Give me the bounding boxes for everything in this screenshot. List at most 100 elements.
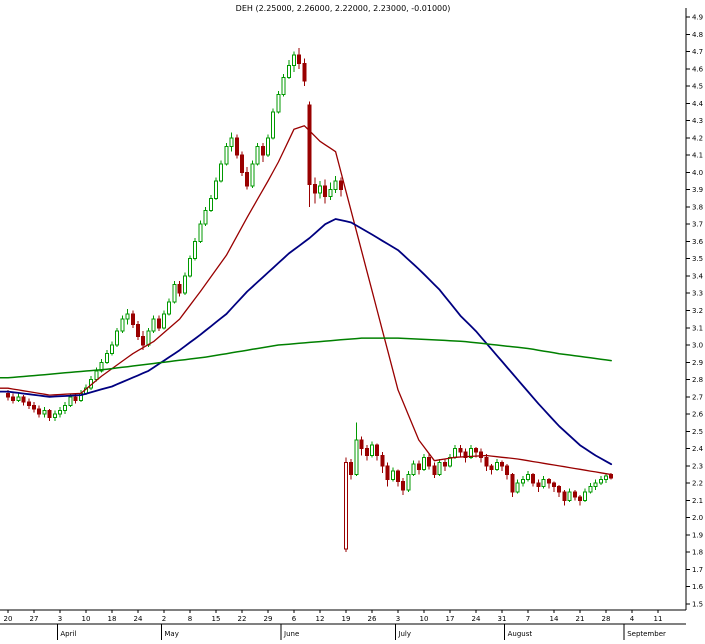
candle-body	[229, 137, 234, 147]
candle-body	[276, 94, 281, 113]
candle-body	[458, 448, 463, 453]
week-label: 10	[82, 615, 91, 623]
candle-body	[110, 344, 114, 355]
candle-body	[484, 456, 489, 467]
candle-body	[422, 456, 426, 470]
candle-body	[292, 54, 296, 66]
candle-body	[260, 145, 265, 156]
week-label: 15	[212, 615, 221, 623]
y-tick-label: 4.1	[692, 152, 703, 160]
y-axis: 4.9 4.8 4.7 4.6 4.5 4.4 4.3 4.2 4.1 4.0 3.9 3.8 3.7 3…	[685, 8, 704, 610]
candle-body	[172, 284, 177, 303]
candle-body	[468, 448, 473, 458]
week-label: 31	[498, 615, 507, 623]
candle-body	[115, 330, 120, 346]
candle-body	[349, 461, 354, 476]
month-label: June	[283, 630, 299, 638]
candle-body	[63, 404, 68, 412]
month-label: September	[627, 630, 666, 638]
week-label: 21	[576, 615, 585, 623]
candle-body	[479, 451, 484, 458]
candle-body	[338, 180, 343, 191]
y-tick-label: 2.9	[692, 359, 703, 367]
y-tick-label: 3.8	[692, 203, 703, 211]
candle-body	[16, 396, 21, 401]
y-tick-label: 2.8	[692, 376, 703, 384]
candle-body	[219, 163, 224, 182]
ma-medium-blue	[0, 218, 613, 466]
candle-body	[500, 461, 504, 467]
candle-body	[250, 163, 255, 187]
y-tick-label: 3.3	[692, 290, 703, 298]
week-label: 17	[446, 615, 455, 623]
candle-body	[588, 486, 593, 493]
y-tick-label: 2.4	[692, 445, 704, 453]
y-tick-label: 2.6	[692, 411, 704, 419]
week-label: 24	[134, 615, 143, 623]
candle-body	[448, 456, 452, 467]
candle-body	[234, 137, 239, 156]
candle-body	[266, 137, 270, 156]
y-tick-label: 2.2	[692, 480, 703, 488]
candle-body	[427, 456, 432, 467]
candle-body	[146, 330, 151, 346]
candle-body	[68, 396, 73, 406]
y-tick-label: 1.9	[692, 531, 703, 539]
candle-body	[385, 465, 390, 481]
y-tick-label: 2.3	[692, 462, 703, 470]
candle-body	[167, 301, 172, 315]
candle-body	[567, 491, 572, 501]
candle-body	[32, 404, 36, 410]
candle-body	[73, 396, 78, 401]
candle-body	[151, 318, 156, 332]
week-label: 2	[162, 615, 166, 623]
candle-body	[245, 171, 250, 187]
candle-body	[94, 370, 99, 381]
y-tick-label: 3.1	[692, 324, 703, 332]
candle-body	[224, 145, 229, 165]
candle-body	[307, 104, 312, 185]
candle-body	[370, 444, 374, 457]
candle-body	[333, 180, 338, 191]
y-tick-label: 2.7	[692, 393, 703, 401]
candle-body	[281, 76, 286, 96]
y-tick-label: 4.4	[692, 100, 704, 108]
candle-body	[552, 482, 556, 488]
y-tick-label: 3.2	[692, 307, 703, 315]
y-tick-label: 3.6	[692, 238, 704, 246]
candle-body	[416, 463, 421, 470]
week-label: 12	[316, 615, 325, 623]
candle-body	[47, 410, 52, 419]
candle-body	[557, 486, 562, 493]
chart-title: DEH (2.25000, 2.26000, 2.22000, 2.23000,…	[235, 4, 451, 13]
candle-body	[323, 185, 328, 198]
week-label: 4	[630, 615, 635, 623]
candle-body	[359, 439, 364, 450]
y-tick-label: 1.8	[692, 549, 703, 557]
week-label: 10	[420, 615, 429, 623]
y-tick-label: 1.6	[692, 583, 704, 591]
week-label: 3	[58, 615, 62, 623]
y-tick-label: 4.6	[692, 65, 704, 73]
candle-body	[156, 318, 161, 329]
candle-body	[406, 474, 411, 491]
candle-body	[411, 463, 416, 476]
candle-body	[510, 474, 515, 493]
candle-body	[130, 313, 135, 325]
candle-body	[432, 465, 437, 476]
candle-body	[328, 189, 333, 198]
month-label: May	[164, 630, 178, 638]
candle-body	[312, 183, 317, 194]
y-tick-label: 4.8	[692, 31, 703, 39]
y-tick-label: 3.0	[692, 342, 703, 350]
week-label: 3	[396, 615, 400, 623]
candle-body	[182, 275, 187, 294]
y-tick-label: 2.0	[692, 514, 703, 522]
y-tick-label: 1.7	[692, 566, 703, 574]
candle-body	[489, 465, 494, 470]
candle-body	[401, 480, 406, 491]
candle-body	[203, 209, 208, 225]
candles-layer	[6, 48, 614, 553]
candle-body	[297, 54, 302, 65]
x-axis-weeks: 20 27 3 10 18 24 2 8 15 22 29 6 12 19 26 3 10 17 24 31 7 14 21…	[0, 609, 686, 623]
